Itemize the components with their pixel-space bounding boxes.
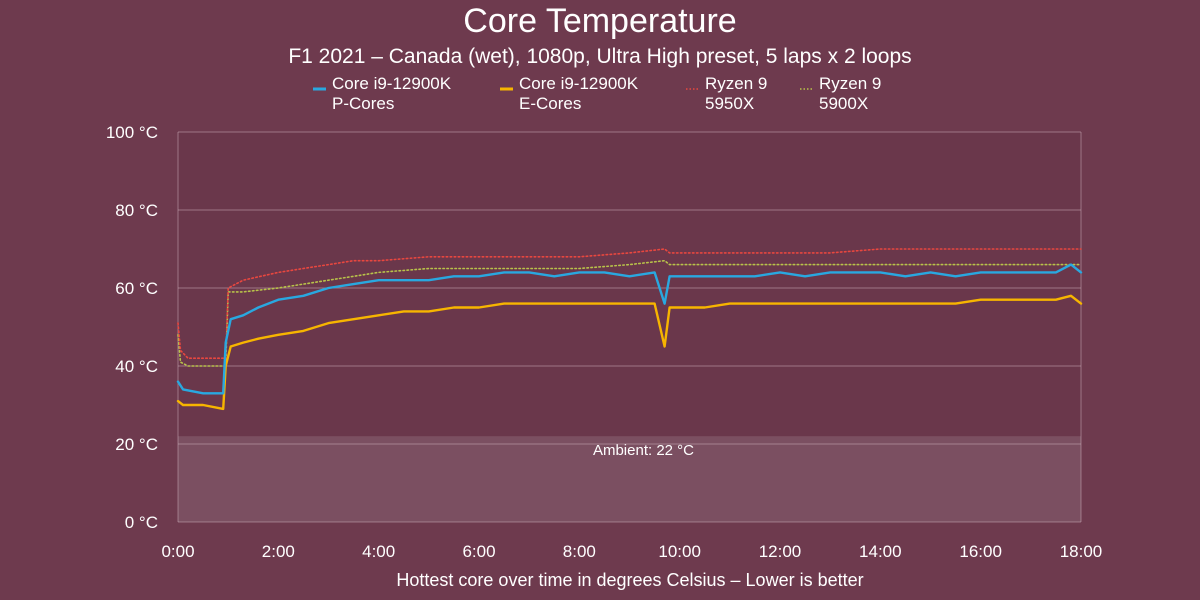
chart-title: Core Temperature <box>463 2 736 40</box>
x-tick-label: 14:00 <box>859 542 902 561</box>
y-tick-label: 80 °C <box>115 201 158 220</box>
y-axis-ticks: 0 °C 20 °C 40 °C 60 °C 80 °C 100 °C <box>106 123 158 532</box>
x-tick-label: 16:00 <box>959 542 1002 561</box>
legend-label: Ryzen 9 <box>819 74 881 93</box>
x-tick-label: 10:00 <box>658 542 701 561</box>
y-tick-label: 60 °C <box>115 279 158 298</box>
x-tick-label: 8:00 <box>563 542 596 561</box>
x-tick-label: 4:00 <box>362 542 395 561</box>
x-tick-label: 0:00 <box>161 542 194 561</box>
series-line-3 <box>177 248 1082 360</box>
y-tick-label: 40 °C <box>115 357 158 376</box>
x-tick-label: 6:00 <box>462 542 495 561</box>
chart-subtitle: F1 2021 – Canada (wet), 1080p, Ultra Hig… <box>288 45 911 68</box>
legend-label: Ryzen 9 <box>705 74 767 93</box>
y-tick-label: 0 °C <box>125 513 158 532</box>
x-axis-label: Hottest core over time in degrees Celsiu… <box>396 570 863 590</box>
legend-label: P-Cores <box>332 94 394 113</box>
series-line-1 <box>176 263 1083 395</box>
series-lines <box>176 248 1083 411</box>
legend-label: Core i9-12900K <box>519 74 639 93</box>
series-line-2 <box>176 294 1083 411</box>
ambient-band <box>178 436 1081 522</box>
x-tick-label: 18:00 <box>1060 542 1103 561</box>
legend-label: Core i9-12900K <box>332 74 452 93</box>
ambient-label: Ambient: 22 °C <box>593 442 694 459</box>
legend-label: E-Cores <box>519 94 581 113</box>
y-tick-label: 100 °C <box>106 123 158 142</box>
plot-area <box>178 132 1081 522</box>
x-tick-label: 2:00 <box>262 542 295 561</box>
legend-label: 5950X <box>705 94 754 113</box>
grid <box>177 131 1082 523</box>
x-tick-label: 12:00 <box>759 542 802 561</box>
legend-label: 5900X <box>819 94 868 113</box>
y-tick-label: 20 °C <box>115 435 158 454</box>
x-axis-ticks: 0:00 2:00 4:00 6:00 8:00 10:00 12:00 14:00 16:00… <box>161 542 1102 561</box>
series-line-4 <box>177 259 1082 367</box>
